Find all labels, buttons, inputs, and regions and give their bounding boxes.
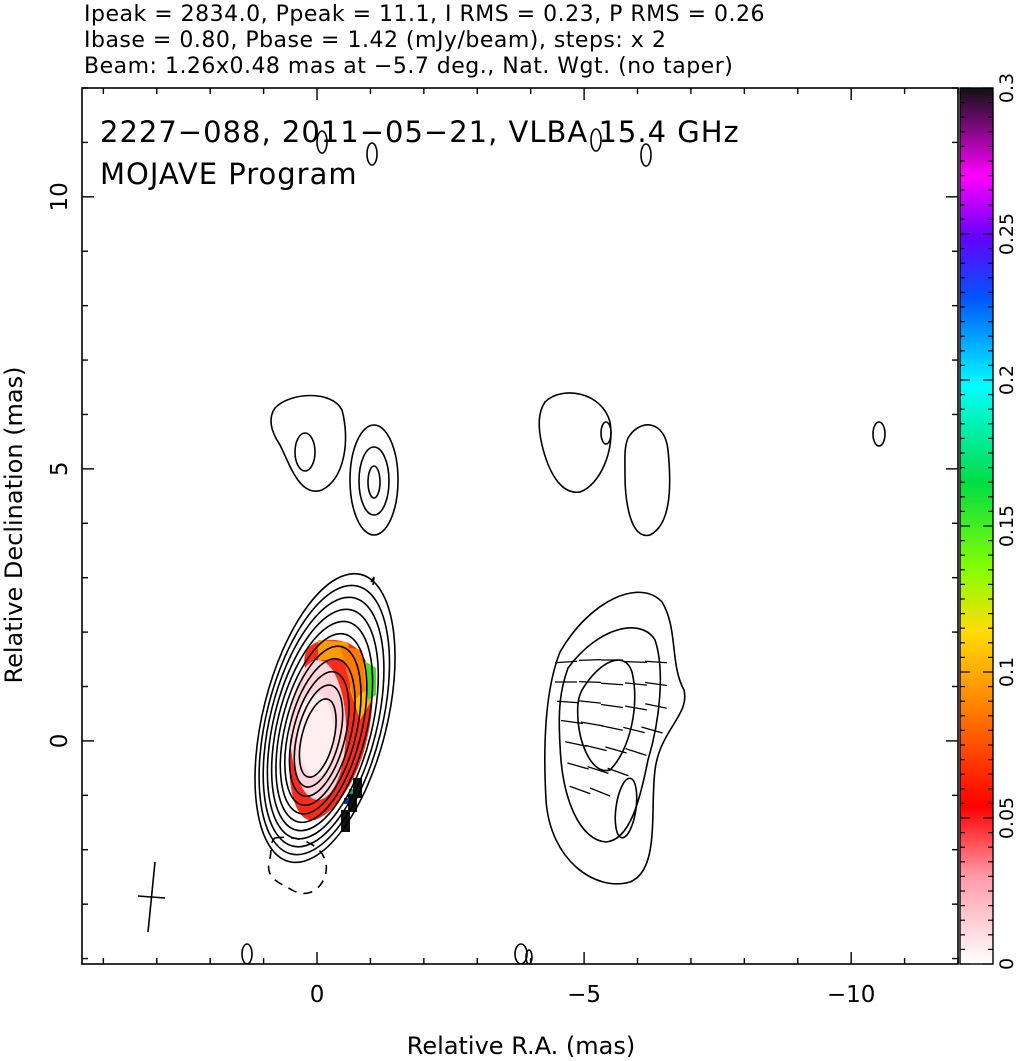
core-contour xyxy=(288,670,350,798)
jet-knot-contours xyxy=(544,591,686,885)
axis-ticks xyxy=(82,87,959,964)
polarization-vector xyxy=(578,700,602,704)
polarization-vector xyxy=(581,721,603,727)
colorbar-tick-label: 0.3 xyxy=(996,73,1018,103)
plot-frame xyxy=(81,87,959,965)
colorbar-tick-label: 0.25 xyxy=(996,213,1018,255)
x-axis-label: Relative R.A. (mas) xyxy=(407,1032,635,1060)
polarization-vector xyxy=(607,767,629,777)
core-contour xyxy=(298,698,337,778)
polarization-vector xyxy=(600,682,624,686)
source-annotation: 2227−088, 2011−05−21, VLBA 15.4 GHz xyxy=(100,115,740,149)
y-axis-label: Relative Declination (mas) xyxy=(0,366,28,683)
polarization-vector xyxy=(601,703,623,709)
colorbar-tick-label: 0.2 xyxy=(996,365,1018,395)
polarization-vector xyxy=(556,700,580,704)
polarization-vector xyxy=(641,726,663,734)
x-tick-label: 0 xyxy=(310,982,325,1008)
polarization-vector xyxy=(567,762,589,770)
program-annotation: MOJAVE Program xyxy=(100,157,358,191)
polarization-vector xyxy=(645,681,667,687)
colorbar-tick-label: 0.05 xyxy=(996,797,1018,839)
polarization-vector xyxy=(561,719,583,725)
polarization-vector xyxy=(578,680,602,684)
polarization-vector xyxy=(625,747,647,757)
header-line-2: Ibase = 0.80, Pbase = 1.42 (mJy/beam), s… xyxy=(84,28,666,53)
colorbar-tick-label: 0.1 xyxy=(996,657,1018,687)
beam-marker xyxy=(137,861,166,933)
polarization-overlay xyxy=(289,639,376,832)
colorbar-tick-label: 0 xyxy=(996,958,1018,970)
colorbar-tick-label: 0.15 xyxy=(996,505,1018,547)
polarization-vector xyxy=(605,746,627,754)
y-tick-label: 5 xyxy=(47,462,73,477)
polarization-vector xyxy=(589,787,611,797)
noise-contours xyxy=(241,128,886,964)
core-contour xyxy=(258,584,391,856)
header-line-3: Beam: 1.26x0.48 mas at −5.7 deg., Nat. W… xyxy=(84,54,733,79)
knot-nw-contours xyxy=(538,392,671,537)
core-contour xyxy=(275,632,368,824)
core-contour xyxy=(254,572,396,864)
core-contour xyxy=(279,645,362,815)
core-contour xyxy=(293,684,344,788)
polarization-vector xyxy=(578,658,602,662)
polarization-vectors xyxy=(554,658,668,797)
negative-contour xyxy=(267,836,327,895)
knot-ne-2-contours xyxy=(349,424,399,536)
polarization-vector xyxy=(569,785,591,795)
core-contour xyxy=(262,596,385,848)
polarization-vector xyxy=(585,744,607,752)
x-tick-label: −5 xyxy=(567,982,601,1008)
y-tick-label: 0 xyxy=(47,734,73,749)
polarization-vector xyxy=(554,660,578,664)
header-line-1: Ipeak = 2834.0, Ppeak = 11.1, I RMS = 0.… xyxy=(84,2,765,27)
core-contour xyxy=(270,620,374,832)
colorbar-ticks xyxy=(960,87,993,965)
polarization-vector xyxy=(587,765,609,775)
polarization-vector xyxy=(624,682,648,686)
polarization-vector xyxy=(565,741,587,747)
polarization-vector xyxy=(645,703,667,709)
core-contour xyxy=(284,657,356,807)
colorbar-tick-labels: 0 0.05 0.1 0.15 0.2 0.25 0.3 xyxy=(996,73,1018,970)
polarization-vector xyxy=(625,705,647,711)
x-tick-label: −10 xyxy=(827,982,876,1008)
y-tick-label: 10 xyxy=(47,182,73,211)
axis-tick-labels: 0 −5 −10 0 5 10 xyxy=(47,182,875,1008)
polarization-vector xyxy=(623,726,645,734)
polarization-vector xyxy=(624,660,648,664)
contour-map xyxy=(241,128,886,964)
polarization-vector xyxy=(601,725,623,731)
knot-ne-1-contours xyxy=(270,394,347,493)
polarization-vector xyxy=(644,660,668,664)
